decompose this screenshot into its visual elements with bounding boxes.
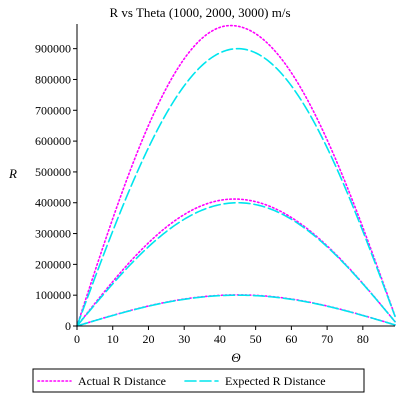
y-tick-label: 100000 (35, 288, 71, 302)
legend: Actual R Distance Expected R Distance (32, 368, 365, 393)
legend-box (32, 368, 365, 393)
y-ticks: 0 100000 200000 300000 400000 500000 600000 700… (35, 42, 77, 333)
series-1-curve-0 (76, 294, 396, 327)
x-tick-label: 20 (142, 332, 154, 346)
legend-label-0: Actual R Distance (78, 374, 166, 388)
y-tick-label: 600000 (35, 134, 71, 148)
series-1-curve-2 (76, 47, 396, 327)
x-tick-label: 30 (178, 332, 190, 346)
series-0-curve-2 (76, 24, 396, 327)
x-ticks: 0 10 20 30 40 50 60 70 80 (74, 326, 369, 346)
y-tick-label: 0 (65, 319, 71, 333)
y-axis-label: R (8, 166, 17, 181)
x-tick-label: 40 (214, 332, 226, 346)
series-1-curve-1 (76, 201, 396, 327)
y-tick-label: 700000 (35, 103, 71, 117)
x-tick-label: 70 (321, 332, 333, 346)
series-0-curve-1 (76, 198, 396, 327)
y-tick-label: 200000 (35, 257, 71, 271)
y-tick-label: 800000 (35, 72, 71, 86)
x-tick-label: 0 (74, 332, 80, 346)
y-tick-label: 400000 (35, 196, 71, 210)
legend-label-1: Expected R Distance (225, 374, 326, 388)
x-tick-label: 60 (285, 332, 297, 346)
x-tick-label: 10 (107, 332, 119, 346)
y-tick-label: 300000 (35, 227, 71, 241)
y-tick-label: 900000 (35, 42, 71, 56)
x-tick-label: 80 (357, 332, 369, 346)
y-tick-label: 500000 (35, 165, 71, 179)
chart-title: R vs Theta (1000, 2000, 3000) m/s (109, 5, 290, 20)
plot-curves (76, 24, 396, 327)
x-axis-label: Θ (231, 350, 241, 365)
x-tick-label: 50 (250, 332, 262, 346)
